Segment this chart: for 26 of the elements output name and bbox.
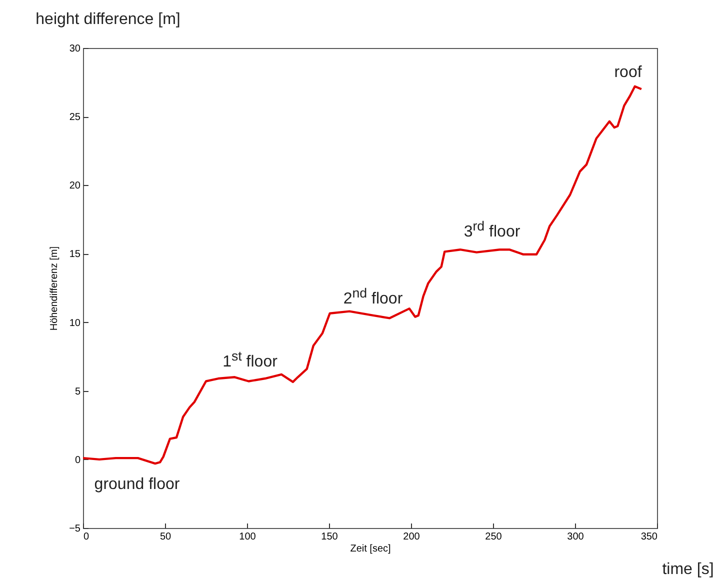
x-tick-label: 200: [403, 532, 420, 542]
y-axis-title: Höhendifferenz [m]: [49, 246, 60, 331]
x-tick-label: 0: [84, 532, 90, 542]
text: time [s]: [662, 561, 714, 579]
x-tick-label: 150: [321, 532, 338, 542]
y-tick-label: 30: [69, 44, 81, 54]
text: height difference [m]: [36, 11, 180, 29]
y-tick-label: 10: [69, 318, 81, 329]
y-tick-label: 15: [69, 249, 81, 260]
annotation: 1$^{st}$ floor: [222, 348, 278, 372]
y-tick-label: 25: [69, 112, 81, 124]
x-tick-label: 50: [160, 532, 172, 542]
annotation: ground floor: [94, 476, 180, 494]
line-series: [83, 85, 643, 465]
annotation: roof: [614, 64, 642, 82]
y-tick-label: 0: [74, 454, 81, 466]
x-axis-title: Zeit [sec]: [350, 544, 391, 554]
x-tick-label: 300: [567, 532, 584, 542]
y-tick-label: −5: [69, 524, 81, 534]
x-tick-label: 100: [239, 532, 256, 542]
x-tick-label: 250: [485, 532, 502, 542]
annotation: 3$^{rd}$ floor: [464, 218, 520, 242]
annotation: 2$^{nd}$ floor: [343, 285, 403, 309]
y-tick-label: 20: [69, 180, 81, 192]
y-tick-label: 5: [74, 386, 81, 398]
x-tick-label: 350: [640, 532, 658, 542]
